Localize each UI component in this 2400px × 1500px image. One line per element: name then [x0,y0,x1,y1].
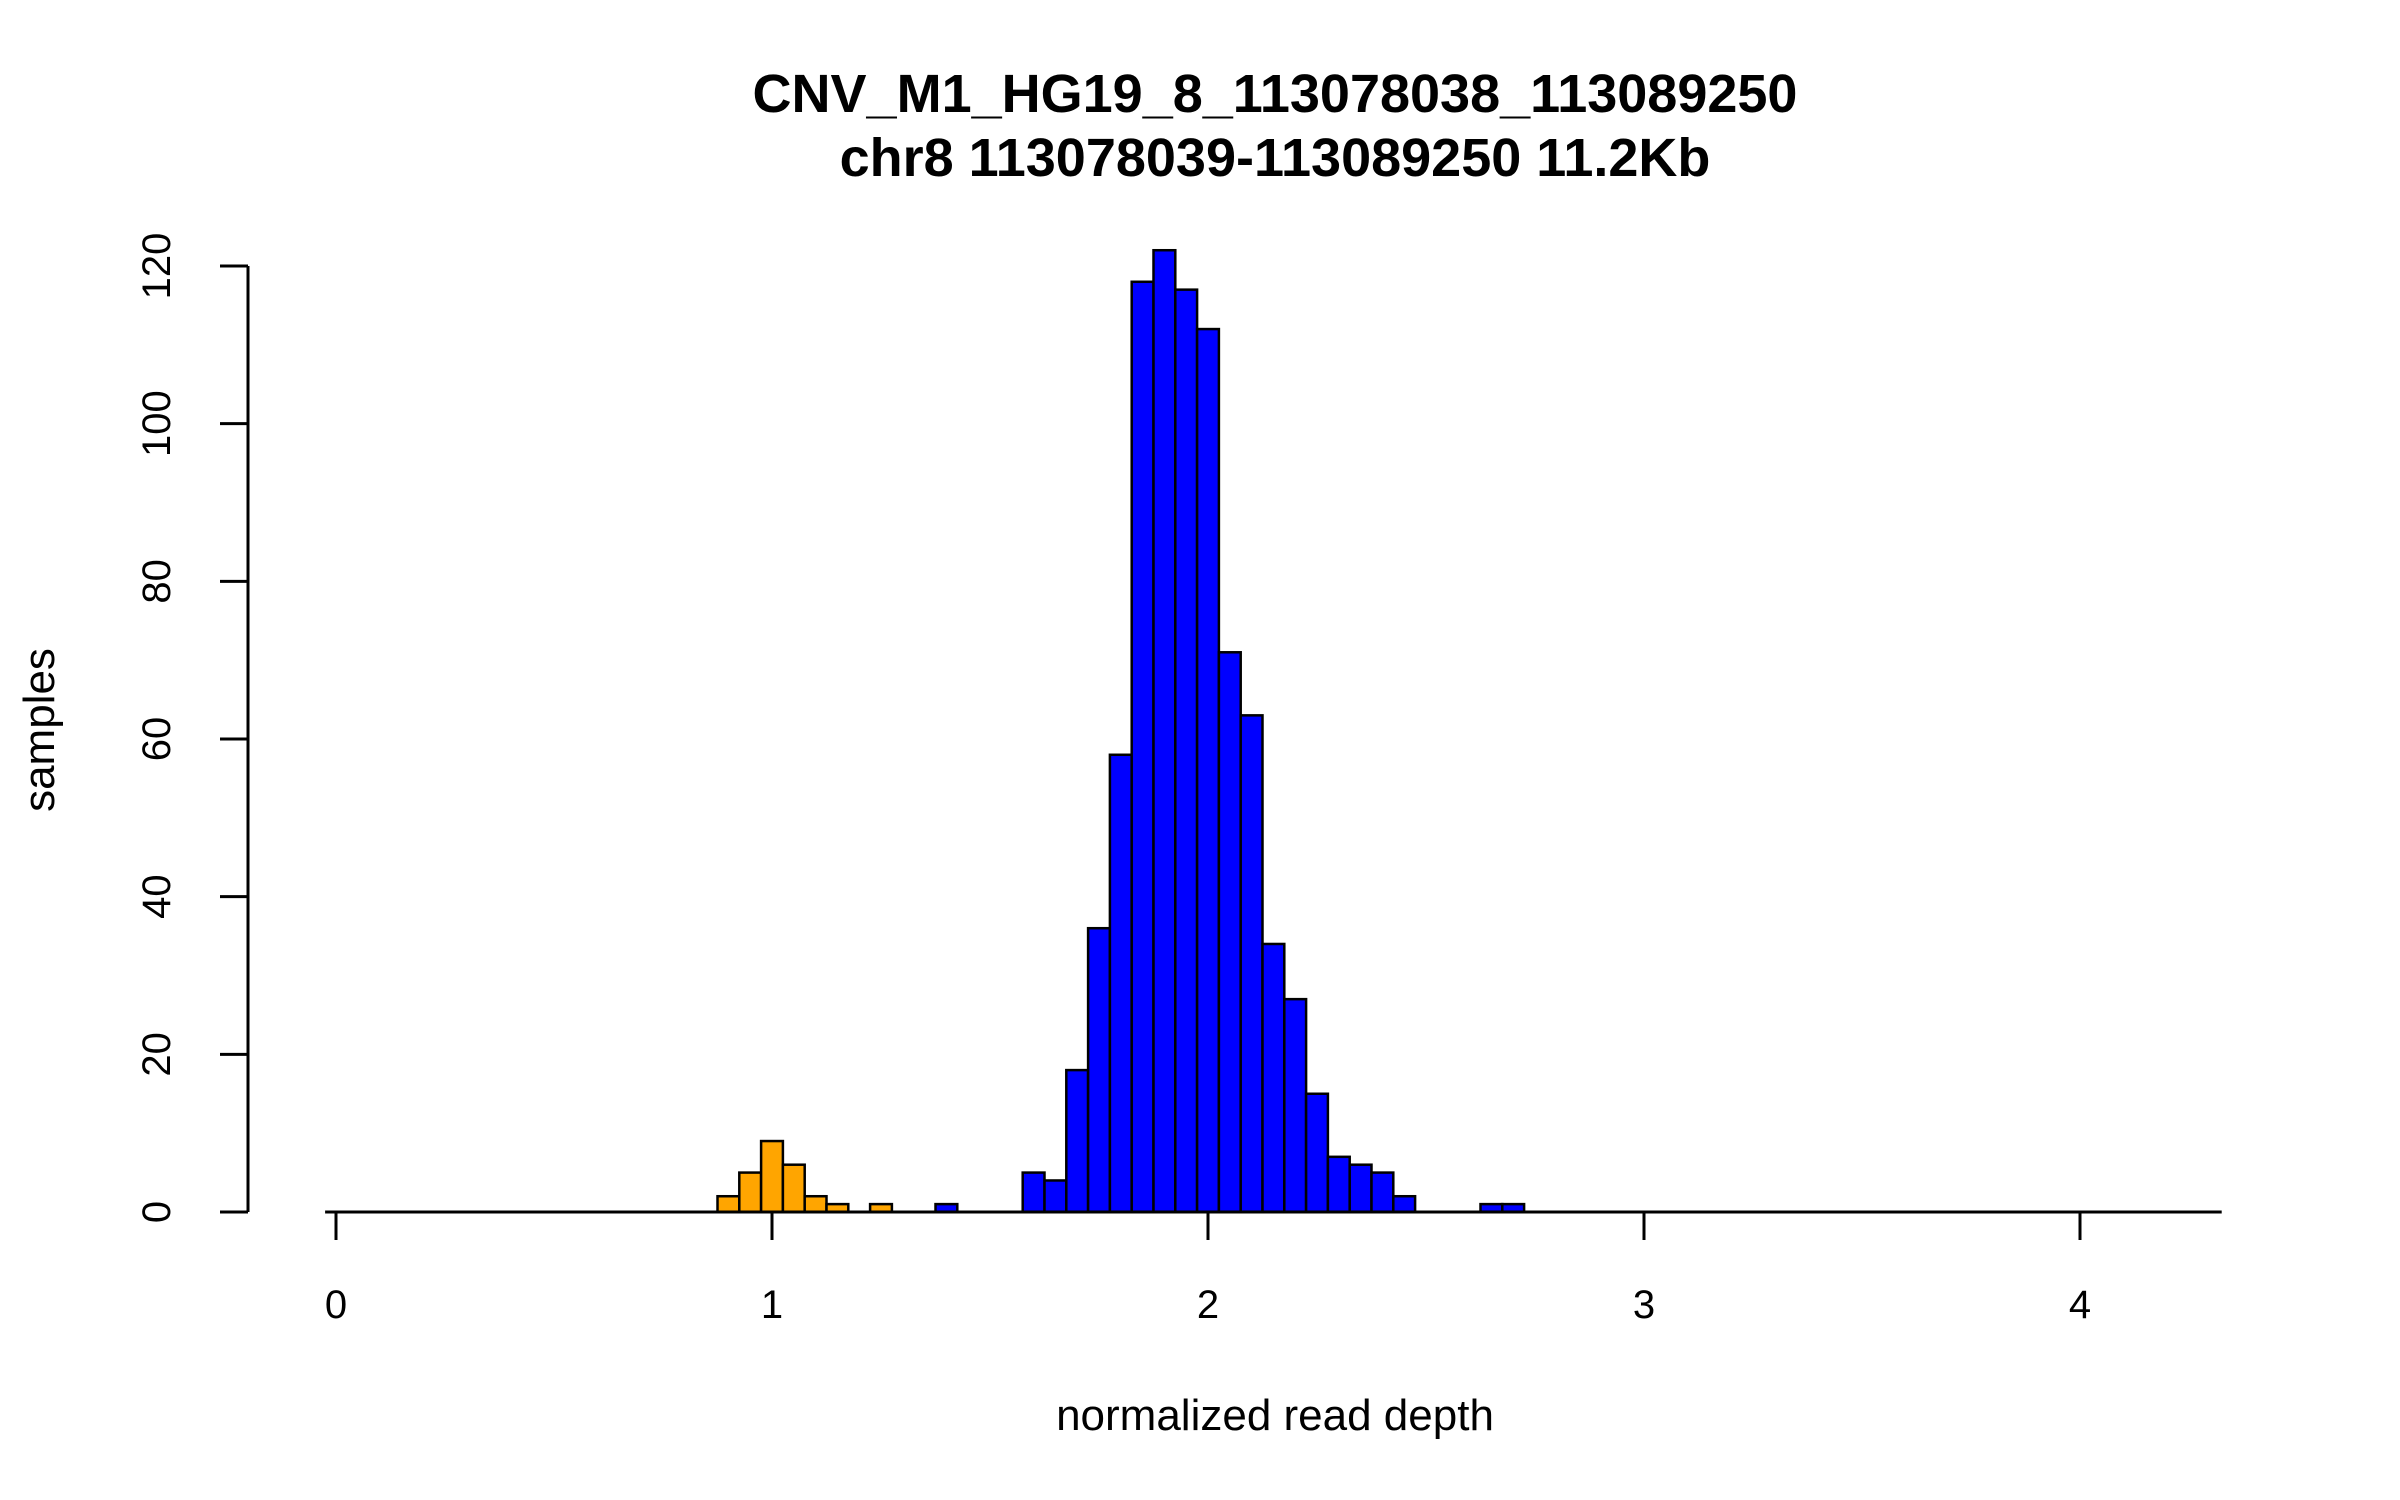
histogram-bar-blue [1086,926,1112,1214]
y-tick-label: 0 [135,1201,179,1223]
histogram-bar-blue [1195,327,1221,1214]
x-axis: 0 1 2 3 4 [325,1210,2091,1327]
histogram-bar-orange [781,1163,806,1214]
x-tick-label: 1 [761,1283,783,1327]
y-tick-label: 100 [135,390,179,457]
y-axis-label: samples [15,648,64,812]
histogram-bar-orange [716,1194,741,1214]
y-tick-label: 80 [135,559,179,604]
histogram-bar-blue [1108,753,1133,1214]
histogram-bar-orange [759,1139,785,1214]
y-tick-label: 40 [135,874,179,919]
histogram-bar-blue [1261,942,1286,1214]
x-tick-label: 2 [1197,1283,1219,1327]
histogram-bar-blue [1348,1163,1373,1214]
histogram-bar-blue [1130,280,1155,1214]
y-tick-label: 120 [135,233,179,300]
y-tick-label: 60 [135,717,179,762]
histogram-bar-blue [1065,1068,1090,1214]
histogram-bar-blue [1174,288,1199,1214]
x-axis-label: normalized read depth [1056,1391,1494,1440]
histogram-bar-blue [1021,1171,1046,1214]
x-tick-label: 0 [325,1283,347,1327]
y-axis: 0 20 40 60 80 100 120 [135,233,250,1223]
histogram-bar-blue [1326,1155,1351,1214]
histogram-bar-blue [1370,1171,1395,1214]
histogram-bar-blue [1239,714,1264,1214]
x-tick-label: 3 [1633,1283,1655,1327]
chart-subtitle: chr8 113078039-113089250 11.2Kb [840,128,1711,188]
histogram-bar-blue [1392,1194,1417,1214]
histogram-bar-blue [1043,1179,1068,1214]
histogram-bar-blue [1217,651,1242,1214]
y-tick-label: 20 [135,1032,179,1077]
histogram-bar-blue [1152,248,1177,1214]
x-tick-label: 4 [2069,1283,2091,1327]
plot-region [716,248,1526,1214]
histogram-bar-orange [803,1194,828,1214]
histogram-bar-blue [1304,1092,1330,1214]
histogram-bar-blue [1283,997,1308,1214]
histogram-bar-orange [738,1171,763,1214]
chart-title: CNV_M1_HG19_8_113078038_113089250 [753,64,1798,124]
